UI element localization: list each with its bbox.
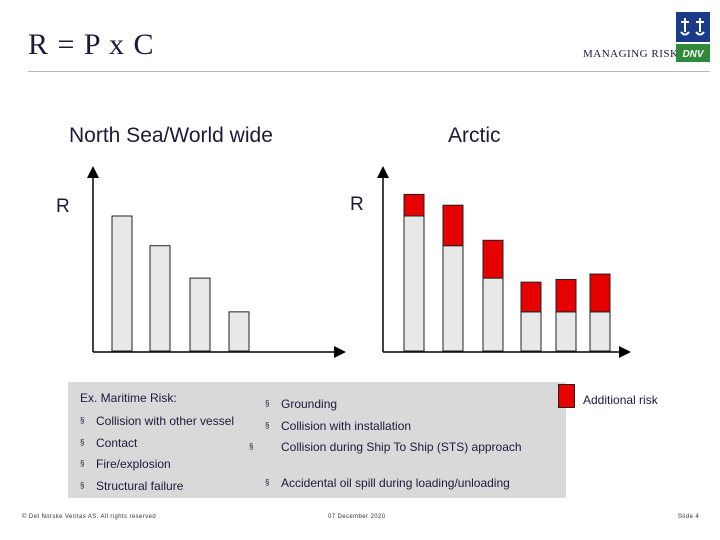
arctic-additional-risk-bar <box>555 278 577 313</box>
arctic-bars <box>403 193 611 352</box>
risk-item: § Collision during Ship To Ship (STS) app… <box>249 440 522 454</box>
footer-date: 07 December 2020 <box>328 514 386 520</box>
risk-item: § Collision with other vessel <box>80 414 235 428</box>
risk-heading: Ex. Maritime Risk: <box>80 391 177 405</box>
heading-arctic: Arctic <box>448 124 501 147</box>
footer-copyright: © Det Norske Veritas AS. All rights rese… <box>22 514 157 520</box>
risk-item: § Collision with installation <box>265 419 412 433</box>
arctic-additional-risk-bar <box>442 204 464 247</box>
footer-slide-number: Slide 4 <box>678 514 700 520</box>
arctic-base-bar <box>403 215 425 352</box>
north-sea-bar <box>189 277 211 352</box>
arctic-base-bar <box>520 311 542 352</box>
arctic-base-bar <box>589 311 611 352</box>
additional-risk-swatch <box>558 384 575 408</box>
dnv-logo: DNV <box>676 12 710 62</box>
risk-item: § Fire/explosion <box>80 457 171 471</box>
risk-item: § Contact <box>80 436 138 450</box>
left-axis-label: R <box>56 196 70 217</box>
right-axis-label: R <box>350 194 364 215</box>
north-sea-bar <box>149 245 171 352</box>
arctic-base-bar <box>482 277 504 352</box>
arctic-base-bar <box>555 311 577 352</box>
risk-examples-panel <box>68 382 566 498</box>
header-rule <box>28 71 710 72</box>
risk-item: § Accidental oil spill during loading/unl… <box>265 476 510 490</box>
risk-item: § Grounding <box>265 397 338 411</box>
additional-risk-label: Additional risk <box>583 393 658 407</box>
north-sea-bar <box>228 311 250 352</box>
arctic-additional-risk-bar <box>403 193 425 217</box>
north-sea-bars <box>111 215 250 352</box>
arctic-additional-risk-bar <box>589 273 611 313</box>
heading-north-sea: North Sea/World wide <box>69 124 273 147</box>
arctic-additional-risk-bar <box>520 281 542 313</box>
dnv-logo-text: DNV <box>682 49 704 60</box>
arctic-additional-risk-bar <box>482 239 504 279</box>
managing-risk-tagline: MANAGING RISK <box>583 48 679 60</box>
north-sea-bar <box>111 215 133 352</box>
slide-title: R = P x C <box>28 28 155 61</box>
risk-item: § Structural failure <box>80 479 184 493</box>
arctic-base-bar <box>442 245 464 352</box>
